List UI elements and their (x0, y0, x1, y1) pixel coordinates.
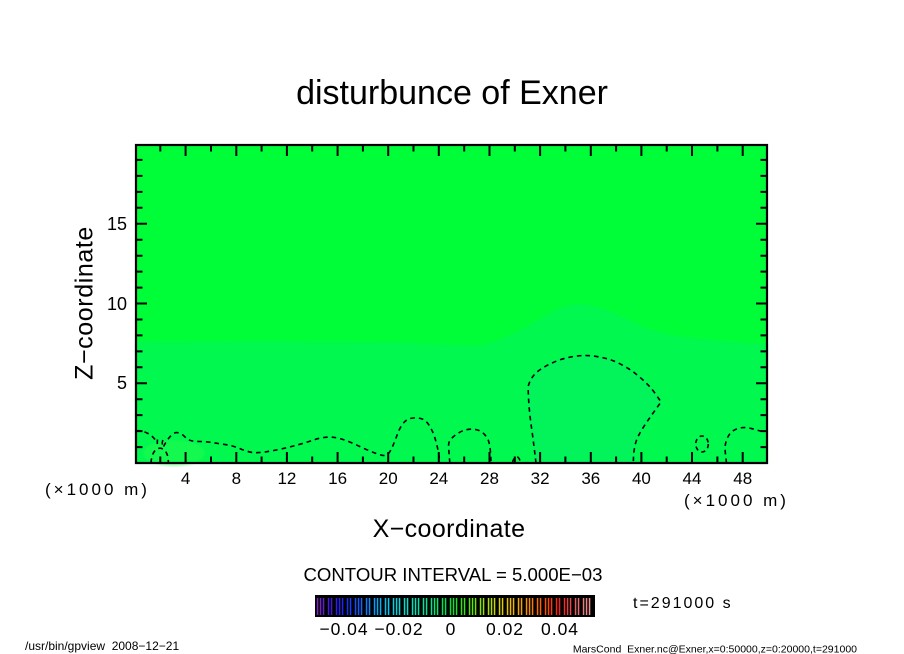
svg-text:40: 40 (632, 469, 651, 488)
svg-text:0.04: 0.04 (541, 619, 579, 639)
svg-text:−0.04: −0.04 (319, 619, 368, 639)
svg-text:(×1000 m): (×1000 m) (684, 491, 789, 510)
svg-text:CONTOUR INTERVAL = 5.000E−03: CONTOUR INTERVAL = 5.000E−03 (303, 564, 602, 585)
svg-text:28: 28 (480, 469, 499, 488)
svg-text:44: 44 (683, 469, 702, 488)
svg-text:Z−coordinate: Z−coordinate (71, 226, 99, 380)
svg-text:t=291000 s: t=291000 s (633, 595, 733, 612)
svg-text:5: 5 (117, 373, 127, 393)
svg-text:48: 48 (733, 469, 752, 488)
svg-text:15: 15 (107, 214, 127, 234)
svg-text:12: 12 (277, 469, 296, 488)
svg-text:36: 36 (581, 469, 600, 488)
svg-text:X−coordinate: X−coordinate (373, 515, 526, 543)
svg-text:4: 4 (181, 469, 190, 488)
svg-text:0.02: 0.02 (486, 619, 524, 639)
svg-text:MarsCond_Exner.nc@Exner,x=0:50: MarsCond_Exner.nc@Exner,x=0:50000,z=0:20… (573, 644, 857, 654)
svg-text:8: 8 (232, 469, 241, 488)
svg-text:20: 20 (379, 469, 398, 488)
svg-text:disturbunce of Exner: disturbunce of Exner (296, 74, 608, 112)
svg-text:/usr/bin/gpview 2008−12−21: /usr/bin/gpview 2008−12−21 (25, 639, 179, 653)
svg-text:16: 16 (328, 469, 347, 488)
svg-text:32: 32 (531, 469, 550, 488)
svg-text:24: 24 (429, 469, 448, 488)
svg-text:10: 10 (107, 294, 127, 314)
svg-text:−0.02: −0.02 (374, 619, 423, 639)
svg-text:0: 0 (446, 619, 457, 639)
svg-text:(×1000 m): (×1000 m) (45, 480, 150, 499)
